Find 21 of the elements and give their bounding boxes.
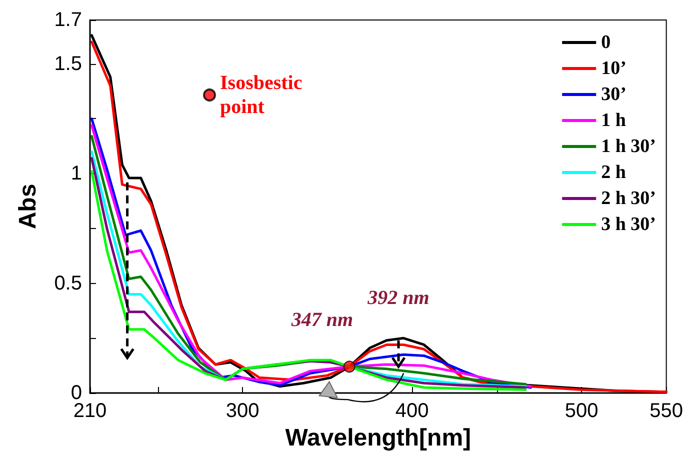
annotation: 347 nm <box>290 309 354 332</box>
legend-label: 2 h <box>601 162 626 183</box>
y-tick-label: 1 <box>70 162 82 185</box>
legend-label: 2 h 30’ <box>601 188 656 209</box>
x-tick-label: 550 <box>650 400 684 422</box>
annotation: 392 nm <box>366 287 430 310</box>
y-axis-title: Abs <box>14 184 42 230</box>
x-tick-label: 500 <box>564 400 598 422</box>
legend-label: 30’ <box>601 84 626 105</box>
x-axis-title: Wavelength[nm] <box>285 424 472 452</box>
x-tick-label: 400 <box>395 400 429 422</box>
legend-label: 3 h 30’ <box>601 214 656 235</box>
legend-label: 1 h <box>601 110 626 131</box>
y-tick-label: 0.5 <box>54 272 82 294</box>
y-tick-label: 1.7 <box>54 9 82 31</box>
y-tick-label: 1.5 <box>54 52 82 75</box>
legend-label: Isosbestic point <box>220 72 308 118</box>
legend-label: 0 <box>601 32 611 53</box>
x-tick-label: 300 <box>226 400 260 422</box>
legend-label: 1 h 30’ <box>601 136 656 157</box>
legend-label: 10’ <box>601 58 626 79</box>
